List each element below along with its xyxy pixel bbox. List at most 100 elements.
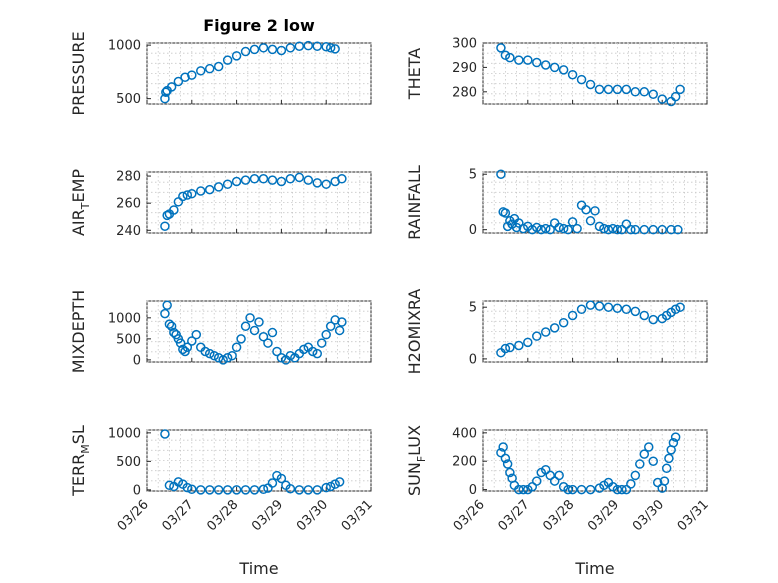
data-point (648, 314, 658, 325)
data-point (540, 223, 551, 234)
data-point (545, 224, 555, 235)
data-point (498, 442, 508, 452)
data-point (160, 429, 170, 439)
data-point (621, 84, 632, 95)
data-point (670, 432, 681, 442)
panel-mixdepth: 0 500 1000 MIXDEPTH (69, 290, 372, 373)
data-point (196, 66, 206, 76)
data-point (337, 174, 347, 184)
data-point (164, 480, 175, 491)
data-point (240, 46, 251, 57)
data-point (169, 327, 179, 338)
data-point (209, 350, 219, 361)
y-tick-label: 500 (116, 455, 141, 470)
data-point (567, 217, 578, 227)
data-point (227, 350, 237, 361)
y-axis-label: PRESSURE (69, 31, 88, 115)
x-tick-label: 03/29 (249, 497, 286, 534)
data-point (263, 338, 273, 348)
data-point (567, 310, 578, 321)
chart-title: Figure 2 low (203, 16, 315, 35)
y-tick-label: 280 (452, 85, 477, 100)
panel-rainfall: 0 5 RAINFALL (405, 165, 708, 240)
data-point (325, 321, 336, 331)
data-point (648, 224, 658, 235)
data-point (675, 302, 685, 312)
x-axis-label: Time (238, 559, 278, 578)
data-point (285, 174, 296, 184)
data-point (567, 69, 578, 80)
data-point (603, 84, 614, 95)
data-point (617, 484, 627, 495)
data-point (182, 482, 193, 493)
data-point (666, 224, 676, 235)
data-point (505, 467, 515, 478)
data-point (661, 463, 672, 474)
x-axis-label: Time (574, 559, 614, 578)
y-tick-label: 5 (469, 301, 477, 316)
data-point (664, 453, 674, 464)
data-point (187, 484, 197, 495)
data-point (321, 41, 331, 52)
data-point (213, 485, 224, 495)
data-point (549, 323, 560, 333)
y-tick-label: 240 (116, 224, 141, 239)
data-point (585, 300, 596, 310)
data-point (321, 329, 331, 340)
data-point (514, 340, 524, 351)
data-point (254, 317, 264, 327)
data-point (540, 464, 551, 475)
y-tick-label: 290 (452, 61, 477, 76)
y-axis-label: TERRMSL (69, 425, 92, 497)
data-point (303, 175, 314, 185)
data-point (659, 476, 670, 486)
data-point (231, 51, 242, 61)
y-tick-label: 280 (116, 170, 141, 185)
data-point (639, 224, 650, 235)
data-point (532, 222, 542, 233)
data-point (514, 55, 524, 65)
data-point (178, 191, 188, 202)
data-point (204, 63, 215, 74)
data-point (303, 485, 314, 495)
data-point (527, 224, 538, 235)
data-point (673, 224, 683, 235)
x-tick-label: 03/28 (540, 497, 577, 534)
data-point (514, 484, 524, 495)
data-point (630, 470, 641, 481)
data-point (196, 485, 206, 495)
data-point (612, 484, 623, 495)
data-point (639, 310, 650, 321)
data-point (164, 319, 175, 329)
data-point (500, 343, 511, 354)
data-point (652, 477, 663, 488)
data-point (276, 353, 287, 363)
x-tick-label: 03/29 (585, 497, 622, 534)
data-point (549, 476, 560, 486)
panel-theta: 280 290 300 THETA (405, 37, 708, 107)
data-point (567, 484, 578, 495)
data-point (549, 62, 560, 73)
x-tick-label: 03/30 (294, 497, 331, 534)
data-point (639, 449, 650, 459)
data-point (532, 57, 542, 68)
data-point (204, 485, 215, 495)
data-point (285, 350, 296, 361)
data-point (187, 336, 197, 346)
data-point (303, 40, 314, 51)
data-point (204, 348, 215, 359)
data-point (162, 300, 172, 310)
data-point (536, 224, 546, 235)
data-point (532, 331, 542, 341)
data-point (294, 485, 305, 495)
data-point (204, 184, 215, 195)
data-point (532, 476, 542, 486)
y-tick-label: 1000 (108, 39, 141, 54)
data-point (325, 481, 336, 492)
y-tick-label: 300 (452, 37, 477, 52)
y-tick-label: 1000 (108, 311, 141, 326)
y-axis-label: THETA (405, 48, 424, 100)
data-point (590, 206, 600, 216)
y-tick-label: 0 (133, 353, 141, 368)
data-point (630, 87, 641, 97)
